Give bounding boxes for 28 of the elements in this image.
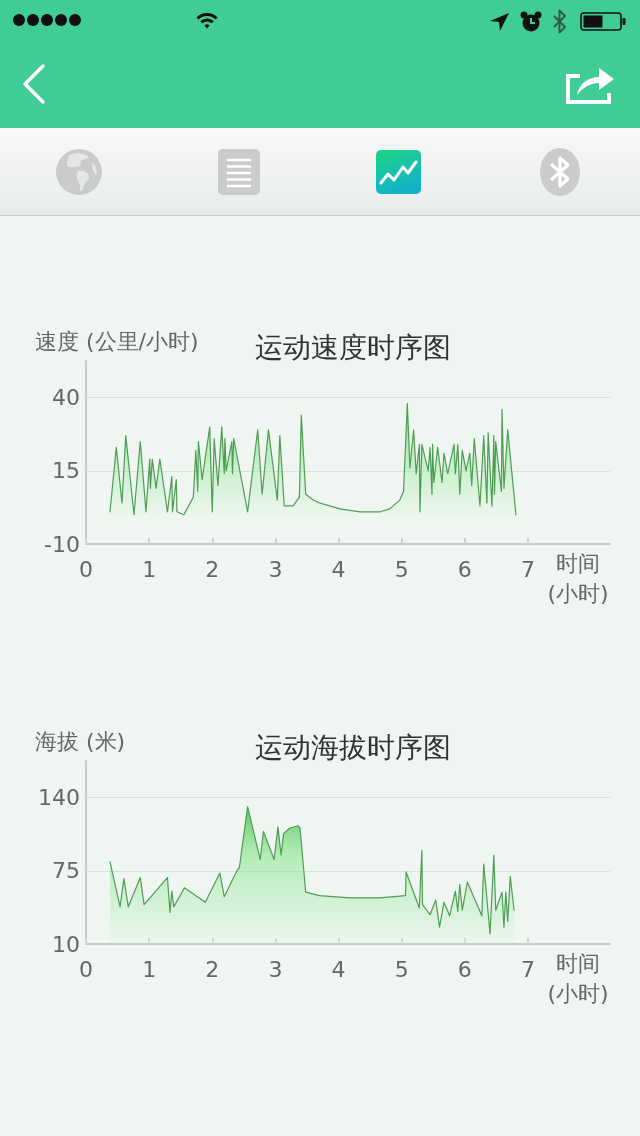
x-axis-title: 时间 (小时) <box>547 550 609 606</box>
x-tick-label: 5 <box>394 956 409 982</box>
y-tick-label: 10 <box>52 931 80 957</box>
x-axis-title: 时间 (小时) <box>547 950 609 1006</box>
x-tick-label: 1 <box>142 556 157 582</box>
chart-title: 运动速度时序图 <box>255 330 451 364</box>
y-tick-label: 40 <box>52 385 80 411</box>
x-tick-label: 3 <box>268 556 283 582</box>
x-tick-label: 4 <box>331 556 346 582</box>
x-tick-label: 4 <box>331 956 346 982</box>
x-tick-label: 6 <box>457 956 472 982</box>
x-tick-label: 7 <box>520 956 535 982</box>
x-tick-label: 2 <box>205 956 220 982</box>
chart-title: 运动海拔时序图 <box>255 730 451 764</box>
x-tick-label: 1 <box>142 956 157 982</box>
x-tick-label: 2 <box>205 556 220 582</box>
y-tick-label: 75 <box>52 858 80 884</box>
x-tick-label: 0 <box>79 956 93 982</box>
y-axis-title: 海拔 (米) <box>34 728 126 754</box>
y-axis-title: 速度 (公里/小时) <box>35 328 199 354</box>
y-tick-label: -10 <box>44 531 80 557</box>
x-tick-label: 0 <box>79 556 93 582</box>
x-tick-label: 7 <box>520 556 535 582</box>
y-tick-label: 140 <box>38 785 80 811</box>
x-tick-label: 3 <box>268 956 283 982</box>
x-tick-label: 6 <box>457 556 472 582</box>
x-tick-label: 5 <box>394 556 409 582</box>
y-tick-label: 15 <box>52 458 80 484</box>
